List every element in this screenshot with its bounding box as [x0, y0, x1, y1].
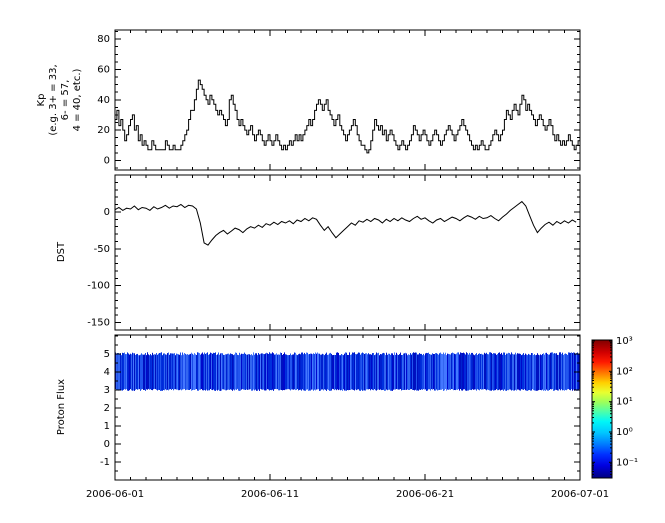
dst-series-line — [114, 200, 577, 246]
x-tick-label: 2006-06-11 — [241, 489, 299, 500]
colorbar: 10³ 10² 10¹ 10⁰ 10⁻¹ — [591, 336, 638, 479]
colorbar-tick-label: 10² — [616, 366, 633, 377]
kp-panel: 0 20 40 60 80 — [97, 29, 581, 171]
kp-ytick-label: 20 — [97, 125, 110, 136]
kp-ytick-label: 0 — [104, 155, 110, 166]
proton-ytick-label: 4 — [104, 367, 110, 378]
kp-axis-label-line: Kp — [36, 93, 47, 107]
dst-ytick-label: -150 — [87, 318, 110, 329]
kp-series-line — [115, 79, 580, 154]
x-tick-label: 2006-06-01 — [86, 489, 144, 500]
proton-ytick-label: 1 — [104, 421, 110, 432]
kp-axis-label-line: 6- = 57, — [60, 79, 71, 121]
dst-axis-label-line: DST — [56, 241, 67, 263]
dst-axis-label: DST — [56, 232, 68, 272]
proton-flux-axis-label: Proton Flux — [56, 367, 68, 447]
kp-ytick-label: 40 — [97, 95, 110, 106]
proton-ytick-label: 0 — [104, 439, 110, 450]
x-tick-label: 2006-07-01 — [551, 489, 609, 500]
proton-ytick-label: -1 — [100, 457, 110, 468]
proton-ytick-label: 5 — [104, 349, 110, 360]
kp-frame — [114, 29, 581, 171]
kp-axis-label-line: (e.g. 3+ = 33, — [48, 64, 59, 136]
colorbar-tick-label: 10³ — [616, 336, 633, 347]
proton-panel: -1 0 1 2 3 4 5 — [100, 334, 581, 481]
kp-axis-label: Kp (e.g. 3+ = 33, 6- = 57, 4 = 40, etc.) — [36, 55, 84, 145]
kp-ytick-label: 80 — [97, 34, 110, 45]
proton-flux-band — [115, 352, 580, 391]
dst-ytick-label: -100 — [87, 281, 110, 292]
kp-ytick-label: 60 — [97, 64, 110, 75]
dst-ytick-label: -50 — [94, 244, 110, 255]
x-tick-label: 2006-06-21 — [396, 489, 454, 500]
colorbar-tick-label: 10¹ — [616, 397, 633, 408]
colorbar-gradient — [591, 339, 613, 479]
dst-ytick-label: 0 — [104, 207, 110, 218]
proton-flux-axis-label-line: Proton Flux — [56, 378, 67, 436]
dst-panel: 0 -50 -100 -150 — [87, 174, 581, 331]
proton-ytick-label: 3 — [104, 385, 110, 396]
colorbar-tick-label: 10⁻¹ — [616, 457, 638, 468]
proton-ytick-label: 2 — [104, 403, 110, 414]
colorbar-tick-label: 10⁰ — [616, 427, 633, 438]
dst-frame — [114, 174, 581, 331]
kp-axis-label-line: 4 = 40, etc.) — [72, 68, 83, 132]
